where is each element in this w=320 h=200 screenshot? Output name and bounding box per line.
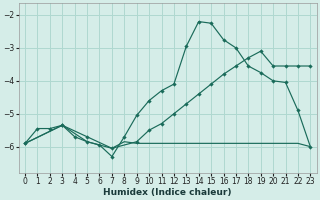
X-axis label: Humidex (Indice chaleur): Humidex (Indice chaleur) bbox=[103, 188, 232, 197]
